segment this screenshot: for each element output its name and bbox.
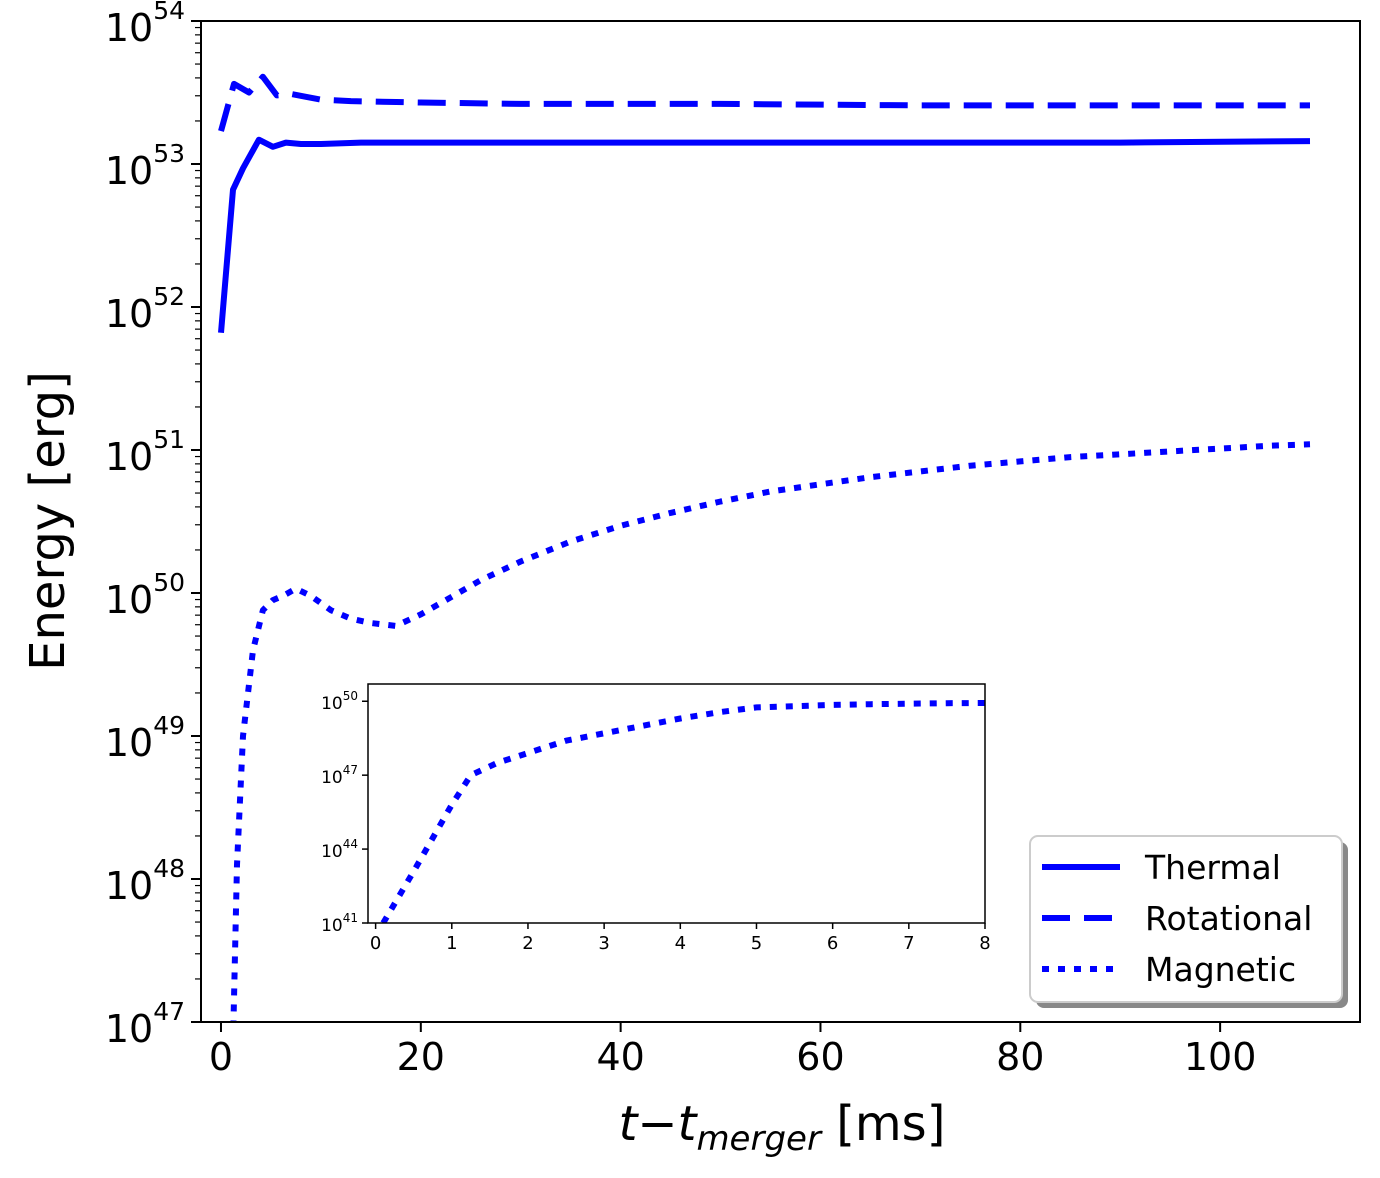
inset-y-tick-label: 1041 [321,911,358,936]
main-x-tick-label: 20 [397,1035,445,1079]
main-frame [200,20,1361,1023]
inset-plot-area [368,684,985,923]
inset-y-tick-label: 1050 [321,689,358,714]
y-axis-title: Energy [erg] [20,371,76,671]
main-y-tick-label: 1053 [105,139,185,193]
main-y-tick-label: 1047 [105,997,185,1051]
main-y-tick-label: 1052 [105,282,185,336]
inset-frame [367,683,986,924]
main-y-tick-label: 1051 [105,425,185,479]
inset-x-tick-label: 7 [903,933,914,954]
main-y-tick-label: 1050 [105,568,185,622]
inset-plot: 1041 1044 1047 1050 0 1 2 3 4 5 6 7 8 [321,683,991,954]
inset-x-tick-label: 1 [446,933,457,954]
legend: Thermal Rotational Magnetic [1029,835,1348,1008]
inset-series-magnetic [380,700,985,923]
main-y-tick-label: 1049 [105,711,185,765]
inset-y-tick-label: 1047 [321,763,358,788]
inset-x-tick-label: 4 [675,933,686,954]
inset-x-tick-label: 2 [522,933,533,954]
legend-label-thermal: Thermal [1144,848,1281,887]
main-x-tick-label: 100 [1184,1035,1257,1079]
main-series-rotational [218,73,1310,132]
main-y-tick-label: 1048 [105,854,185,908]
legend-label-rotational: Rotational [1145,899,1312,938]
main-series-magnetic [230,441,1311,1022]
inset-x-tick-label: 8 [979,933,990,954]
legend-label-magnetic: Magnetic [1145,950,1296,989]
main-x-tick-label: 0 [209,1035,233,1079]
inset-y-tick-label: 1044 [321,837,358,862]
x-axis-title: t−tmerger [ms] [619,1096,946,1159]
main-x-tick-label: 40 [596,1035,644,1079]
inset-x-tick-label: 3 [598,933,609,954]
legend-box [1029,835,1343,1003]
axis-titles: Energy [erg] t−tmerger [ms] [20,371,945,1159]
main-series-thermal [218,136,1311,333]
inset-x-tick-label: 6 [827,933,838,954]
inset-x-tick-label: 0 [370,933,381,954]
main-y-tick-label: 1054 [105,0,185,50]
inset-x-tick-label: 5 [751,933,762,954]
main-x-tick-label: 80 [996,1035,1044,1079]
main-x-tick-label: 60 [796,1035,844,1079]
